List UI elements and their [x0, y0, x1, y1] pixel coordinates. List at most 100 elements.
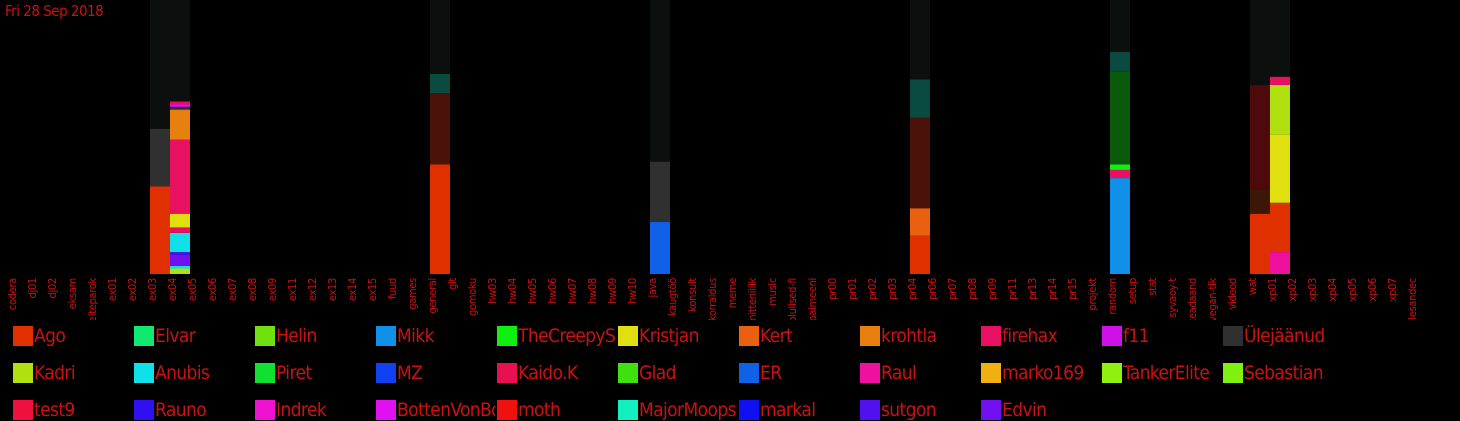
bar-segment-general-3 [430, 0, 450, 74]
legend-label: Kert [760, 325, 793, 347]
tick-label-hw05: hw05 [526, 278, 539, 304]
legend-item: Kaido.K [497, 362, 616, 384]
legend-item: markal [739, 399, 858, 421]
tick-label-pr02: pr02 [866, 278, 879, 300]
legend-label: Kaido.K [518, 362, 578, 384]
legend-label: Sebastian [1244, 362, 1324, 384]
legend-item: Kert [739, 325, 858, 347]
bar-segment-pr04-0 [910, 235, 930, 274]
bar-segment-ex04-9 [170, 106, 190, 110]
bar-segment-ex04-0 [170, 268, 190, 274]
tick-label-vegan-tik: vegan-tik [1206, 277, 1219, 320]
bar-segment-ex03-1 [150, 128, 170, 187]
tick-label-pr08: pr08 [966, 278, 979, 300]
legend-swatch [739, 400, 759, 420]
legend-item: Helin [255, 325, 374, 347]
tick-label-pr07: pr07 [946, 278, 959, 300]
bar-segment-xp01-5 [1270, 0, 1290, 77]
tick-label-hw06: hw06 [546, 278, 559, 304]
legend-item: Indrek [255, 399, 374, 421]
bar-segment-general-1 [430, 93, 450, 165]
tick-label-ex01: ex01 [106, 278, 119, 301]
tick-label-ex06: ex06 [206, 278, 219, 301]
bar-segment-xp01-1 [1270, 202, 1290, 253]
tick-label-ex12: ex12 [306, 278, 319, 301]
bar-segment-xp01-4 [1270, 76, 1290, 85]
bar-segment-xp01-2 [1270, 134, 1290, 203]
legend-item: Kristjan [618, 325, 737, 347]
bar-segment-ex04-6 [170, 213, 190, 228]
legend-label: Anubis [155, 362, 210, 384]
tick-label-hw09: hw09 [606, 278, 619, 304]
legend-item: TheCreepySheep [497, 325, 616, 347]
tick-label-projekt: projekt [1086, 278, 1099, 311]
legend-item: test9 [13, 399, 132, 421]
tick-label-ex03: ex03 [146, 278, 159, 301]
bar-segment-ex04-7 [170, 139, 190, 214]
tick-label-ex05: ex05 [186, 278, 199, 301]
tick-label-hw03: hw03 [486, 278, 499, 304]
tick-label-hw10: hw10 [626, 278, 639, 304]
tick-label-dj01: dj01 [26, 278, 39, 298]
legend-label: Helin [276, 325, 317, 347]
legend-label: Kristjan [639, 325, 699, 347]
legend-swatch [739, 326, 759, 346]
legend-swatch [860, 400, 880, 420]
bar-segment-ex04-11 [170, 101, 190, 105]
bar-segment-ex04-3 [170, 252, 190, 255]
legend-item: Piret [255, 362, 374, 384]
legend-swatch [13, 326, 33, 346]
legend-swatch [13, 400, 33, 420]
legend-swatch [981, 326, 1001, 346]
tick-label-xp01: xp01 [1266, 278, 1279, 302]
tick-label-stat: stat [1146, 278, 1159, 296]
legend-swatch [1223, 363, 1243, 383]
legend-label: MajorMoopsy [639, 399, 737, 421]
legend-label: TheCreepySheep [518, 325, 616, 347]
bar-segment-wat-1 [1250, 189, 1270, 214]
legend-swatch [981, 400, 1001, 420]
tick-label-mitteniiiik: mitteniiiik [746, 277, 759, 320]
tick-label-paimeeni: paimeeni [806, 278, 819, 320]
bar-segment-random-1 [1110, 169, 1130, 179]
legend-label: krohtla [881, 325, 937, 347]
legend-label: f11 [1123, 325, 1150, 347]
legend-label: Rauno [155, 399, 207, 421]
legend-swatch [255, 326, 275, 346]
legend-label: Edvin [1002, 399, 1047, 421]
tick-label-meme: meme [726, 278, 739, 308]
bar-segment-java-1 [650, 161, 670, 222]
legend-item: Edvin [981, 399, 1100, 421]
legend-swatch [981, 363, 1001, 383]
legend-swatch [134, 363, 154, 383]
legend-swatch [376, 400, 396, 420]
tick-label-ex13: ex13 [326, 278, 339, 301]
bar-segment-random-2 [1110, 164, 1130, 170]
tick-label-teadaand: teadaand [1186, 278, 1199, 320]
bar-segment-wat-0 [1250, 213, 1270, 274]
tick-label-random: random [1106, 278, 1119, 315]
tick-label-olulised-fi: olulised-fi [786, 278, 799, 320]
tick-label-setup: setup [1126, 278, 1139, 304]
legend-label: markal [760, 399, 816, 421]
tick-label-videod: videod [1226, 278, 1239, 310]
tick-label-dj02: dj02 [46, 278, 59, 298]
legend-swatch [618, 326, 638, 346]
legend-swatch [1102, 326, 1122, 346]
tick-label-pr13: pr13 [1026, 278, 1039, 300]
bar-segment-pr04-3 [910, 79, 930, 118]
tick-label-gomoku: gomoku [466, 278, 479, 316]
tick-label-pr03: pr03 [886, 278, 899, 300]
bar-segment-xp01-3 [1270, 84, 1290, 135]
legend-swatch [255, 363, 275, 383]
legend-swatch [376, 363, 396, 383]
legend-item: marko169 [981, 362, 1100, 384]
tick-label-pr01: pr01 [846, 278, 859, 300]
tick-label-pr04: pr04 [906, 278, 919, 300]
tick-label-ex08: ex08 [246, 278, 259, 301]
legend-label: Kadri [34, 362, 76, 384]
tick-label-codera: codera [6, 278, 19, 310]
legend-item: Anubis [134, 362, 253, 384]
bar-segment-ex04-10 [170, 104, 190, 107]
